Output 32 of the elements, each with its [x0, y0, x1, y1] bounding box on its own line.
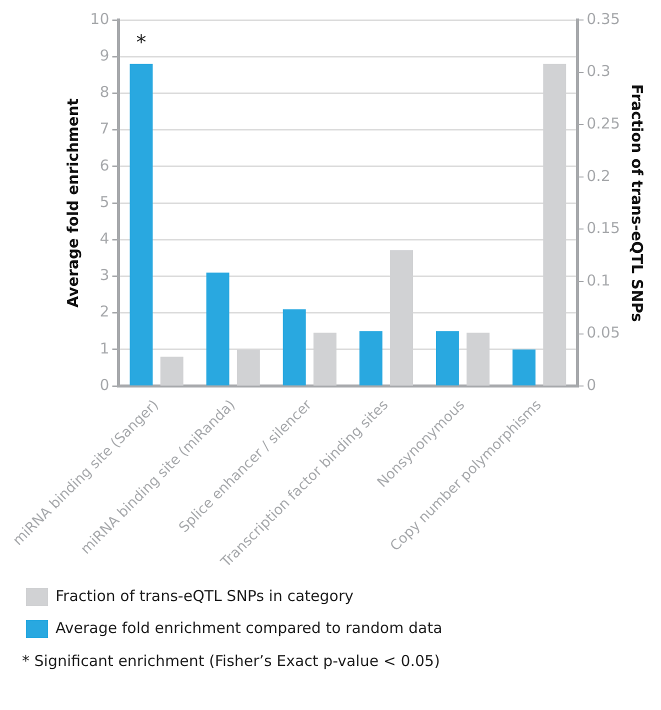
y-tick-label: 2 [100, 302, 110, 321]
legend-label: Fraction of trans-eQTL SNPs in category [56, 586, 354, 605]
y-tick-label: 9 [100, 46, 110, 64]
y2-tick-label: 0.2 [586, 166, 610, 185]
y-axis-title: Average fold enrichment [64, 98, 82, 308]
text: * Significant enrichment (Fisher’s Exact p-value < 0.05) [21, 652, 441, 670]
y2-tick-label: 0 [586, 376, 596, 394]
y2-tick-label: 0.05 [586, 324, 620, 342]
bar [436, 331, 459, 386]
annotation: * [136, 30, 146, 54]
y-tick-label: 10 [90, 10, 110, 28]
y-tick-label: 6 [100, 156, 110, 174]
y2-tick-label: 0.15 [586, 219, 620, 238]
bar [206, 272, 230, 386]
y2-tick-label: 0.35 [586, 10, 620, 28]
y2-axis-title: Fraction of trans-eQTL SNPs [628, 84, 646, 322]
y2-tick-label: 0.1 [586, 271, 610, 290]
bar [160, 356, 184, 386]
legend-label: Average fold enrichment compared to random data [56, 618, 442, 637]
y2-tick-label: 0.25 [586, 114, 620, 132]
y2-tick-label: 0.3 [586, 62, 610, 80]
y-tick-label: 8 [100, 83, 110, 102]
y-tick-label: 7 [100, 120, 110, 138]
bar [359, 331, 382, 386]
bar [130, 64, 153, 386]
y-tick-label: 0 [100, 376, 110, 394]
y-tick-label: 1 [100, 339, 110, 358]
y-tick-label: 5 [100, 192, 110, 211]
bar [282, 309, 306, 386]
y-tick-label: 4 [100, 230, 110, 248]
bar [512, 349, 536, 386]
y-tick-label: 3 [100, 266, 110, 284]
